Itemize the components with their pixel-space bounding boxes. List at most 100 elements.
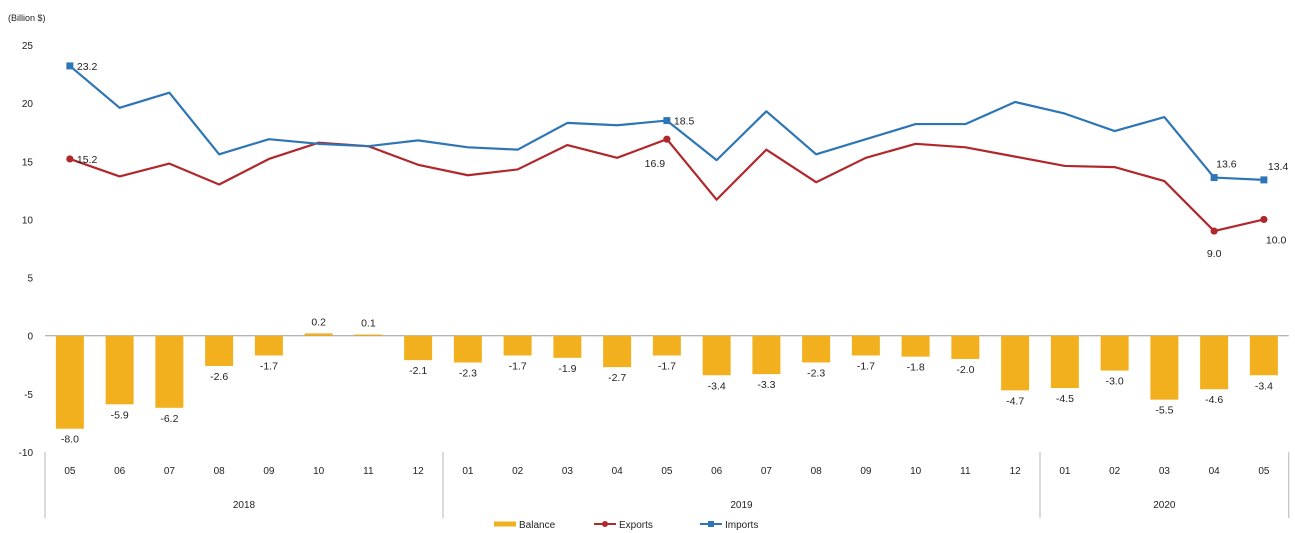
imports-point-label: 23.2	[77, 61, 98, 73]
imports-point-label: 13.6	[1216, 159, 1237, 171]
y-axis-ticks: 25 20 15 10 5 0 -5 -10	[19, 41, 34, 459]
balance-bar	[453, 335, 482, 363]
exports-marker	[1260, 215, 1268, 224]
legend: Balance Exports Imports	[494, 520, 758, 531]
balance-bar	[702, 335, 731, 376]
exports-line	[69, 138, 1265, 233]
balance-bar	[1100, 335, 1129, 371]
x-tick-label: 04	[612, 466, 624, 477]
legend-label-imports: Imports	[725, 520, 758, 531]
x-tick-label: 05	[1258, 466, 1270, 477]
balance-bars	[55, 333, 1278, 429]
legend-label-balance: Balance	[519, 520, 556, 531]
exports-marker	[663, 135, 671, 143]
balance-bar-label: -5.9	[111, 409, 129, 421]
balance-bar	[802, 335, 831, 363]
x-tick-label: 10	[910, 466, 922, 477]
year-label: 2018	[233, 500, 256, 511]
imports-marker	[663, 117, 671, 125]
x-tick-label: 07	[761, 466, 773, 477]
x-tick-label: 06	[114, 466, 126, 477]
imports-marker	[1260, 176, 1268, 184]
balance-bar-label: -1.7	[509, 360, 527, 372]
balance-bar	[553, 335, 582, 358]
balance-bar-label: -1.7	[658, 360, 676, 372]
balance-bar-label: -4.5	[1056, 393, 1074, 405]
exports-point-label: 9.0	[1207, 248, 1222, 260]
balance-bar	[55, 335, 84, 429]
balance-bar-label: -1.7	[260, 360, 278, 372]
y-axis-title: (Billion $)	[8, 13, 46, 23]
x-tick-label: 09	[860, 466, 872, 477]
balance-bar-label: -2.6	[210, 371, 228, 383]
balance-bar	[603, 335, 632, 368]
balance-bar-label: -2.0	[956, 364, 974, 376]
exports-point-label: 10.0	[1266, 234, 1287, 246]
balance-bar-label: -5.5	[1155, 405, 1173, 417]
balance-bar-label: -3.0	[1106, 376, 1124, 388]
y-tick-label: 5	[27, 274, 33, 285]
year-label: 2019	[730, 500, 753, 511]
balance-bar	[752, 335, 781, 375]
trade-lines	[66, 62, 1268, 235]
balance-bar-label: -8.0	[61, 434, 79, 446]
x-tick-label: 01	[462, 466, 474, 477]
balance-bar	[851, 335, 880, 356]
x-axis: 05 06 07 08 09 10 11 12 01 02 03 04 05 06 07 08 09 10 11 12…	[44, 452, 1290, 518]
balance-bar	[1249, 335, 1278, 376]
balance-bar	[254, 335, 283, 356]
x-tick-label: 03	[1159, 466, 1171, 477]
balance-bar-label: -1.7	[857, 360, 875, 372]
balance-bar	[1200, 335, 1229, 390]
balance-bar	[1001, 335, 1030, 391]
exports-point-label: 15.2	[77, 154, 98, 166]
balance-bar	[105, 335, 134, 405]
year-label: 2020	[1153, 500, 1176, 511]
imports-point-label: 18.5	[674, 116, 695, 128]
x-tick-label: 01	[1059, 466, 1071, 477]
balance-bar	[155, 335, 184, 408]
x-tick-label: 02	[512, 466, 524, 477]
y-tick-label: 0	[27, 332, 33, 343]
balance-bar	[354, 334, 383, 336]
x-tick-label: 10	[313, 466, 325, 477]
balance-bar-label: -3.4	[708, 380, 726, 392]
line-point-labels: 15.2 16.9 9.0 10.0 23.2 18.5 13.6 13.4	[77, 61, 1289, 260]
balance-bar-label: -3.3	[757, 379, 775, 391]
balance-bar-label: -6.2	[160, 413, 178, 425]
legend-swatch-balance	[494, 521, 516, 527]
y-tick-label: -10	[19, 448, 34, 459]
balance-bar-label: -2.1	[409, 365, 427, 377]
balance-bar-label: -1.9	[558, 363, 576, 375]
balance-bar-label: -4.7	[1006, 395, 1024, 407]
y-tick-label: 20	[22, 99, 34, 110]
x-tick-label: 08	[811, 466, 823, 477]
balance-bar	[1050, 335, 1079, 389]
y-tick-label: 15	[22, 157, 34, 168]
imports-point-label: 13.4	[1268, 161, 1289, 173]
balance-bar-label: -2.3	[459, 367, 477, 379]
balance-bar-label: 0.1	[361, 318, 376, 330]
x-tick-label: 04	[1209, 466, 1221, 477]
exports-marker	[1210, 227, 1218, 235]
legend-marker-imports	[708, 521, 714, 527]
exports-point-label: 16.9	[645, 158, 666, 170]
x-tick-label: 07	[164, 466, 176, 477]
balance-bar	[901, 335, 930, 357]
balance-bar	[304, 333, 333, 336]
x-tick-label: 03	[562, 466, 574, 477]
balance-bar-label: -2.7	[608, 372, 626, 384]
balance-bar	[652, 335, 681, 356]
balance-bar-label: -2.3	[807, 367, 825, 379]
balance-bar-label: -1.8	[907, 362, 925, 374]
x-tick-label: 02	[1109, 466, 1121, 477]
imports-marker	[1210, 174, 1218, 182]
imports-marker	[66, 62, 74, 70]
balance-bar-label: 0.2	[311, 316, 326, 328]
legend-marker-exports	[602, 521, 608, 527]
balance-bar	[205, 335, 234, 366]
balance-bar	[951, 335, 980, 359]
x-tick-label: 06	[711, 466, 723, 477]
x-tick-label: 12	[1010, 466, 1022, 477]
x-tick-label: 08	[214, 466, 226, 477]
